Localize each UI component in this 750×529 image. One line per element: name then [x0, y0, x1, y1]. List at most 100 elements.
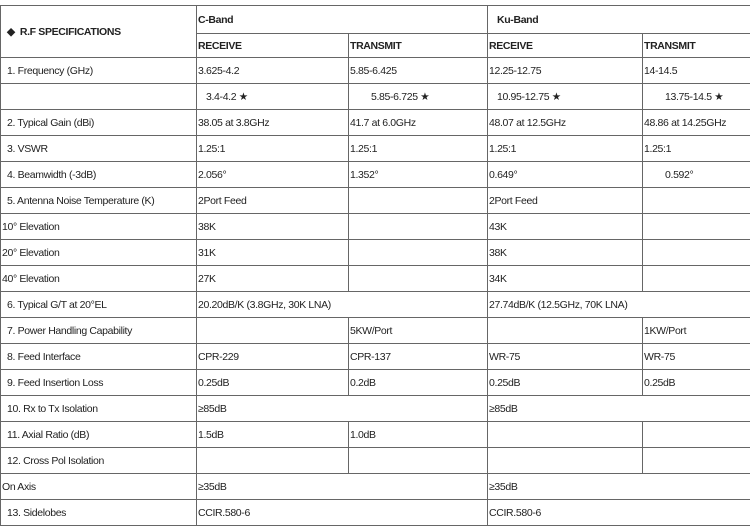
value-cell: 5.85-6.425	[347, 57, 489, 84]
value-cell: 38K	[196, 213, 349, 240]
table-row: On Axis ≥35dB ≥35dB	[0, 473, 750, 500]
value-cell: 48.07 at 12.5GHz	[487, 109, 644, 136]
ku-band-receive-header: RECEIVE	[487, 33, 644, 58]
table-row: 4. Beamwidth (-3dB) 2.056° 1.352° 0.649° 0.5…	[0, 161, 750, 188]
table-row: 9. Feed Insertion Loss 0.25dB 0.2dB 0.25dB 0…	[0, 369, 750, 396]
value-cell: 0.2dB	[347, 369, 489, 396]
diamond-bullet-icon: ◆	[7, 25, 15, 38]
row-label: 2. Typical Gain (dBi)	[0, 109, 197, 136]
value-cell: 43K	[487, 213, 644, 240]
table-row: 8. Feed Interface CPR-229 CPR-137 WR-75 WR-7…	[0, 343, 750, 370]
value-cell: 48.86 at 14.25GHz	[642, 109, 750, 136]
value-cell	[642, 265, 750, 292]
spanned-value-cell: CCIR.580-6	[195, 499, 489, 526]
table-row: 3.4-4.2 ★ 5.85-6.725 ★ 10.95-12.75 ★ 13.75-…	[0, 83, 750, 110]
spec-title: R.F SPECIFICATIONS	[19, 25, 121, 38]
c-band-receive-header: RECEIVE	[196, 33, 349, 58]
row-label: 3. VSWR	[0, 135, 197, 162]
value-cell	[347, 447, 489, 474]
value-cell: 1KW/Port	[642, 317, 750, 344]
row-label: 5. Antenna Noise Temperature (K)	[0, 187, 197, 214]
value-cell: 34K	[487, 265, 644, 292]
value-cell	[487, 447, 644, 474]
value-cell: 1.5dB	[196, 421, 349, 448]
value-cell: 1.352°	[347, 161, 489, 188]
value-cell: 0.25dB	[196, 369, 349, 396]
value-cell: 2Port Feed	[487, 187, 644, 214]
value-cell: 14-14.5	[642, 57, 750, 84]
value-cell	[347, 213, 489, 240]
value-cell: 3.4-4.2 ★	[196, 83, 349, 110]
value-cell: 38.05 at 3.8GHz	[196, 109, 349, 136]
value-cell: CPR-229	[196, 343, 349, 370]
value-cell: 1.25:1	[196, 135, 349, 162]
value-cell: 31K	[196, 239, 349, 266]
spanned-value-cell: ≥35dB	[487, 473, 750, 500]
row-label: 4. Beamwidth (-3dB)	[0, 161, 197, 188]
value-cell	[642, 213, 750, 240]
table-row: 7. Power Handling Capability 5KW/Port 1KW/…	[0, 317, 750, 344]
row-label: 10° Elevation	[0, 213, 197, 240]
header-row-direction: RECEIVE TRANSMIT RECEIVE TRANSMIT	[1, 33, 750, 58]
row-label: On Axis	[0, 473, 197, 500]
value-cell: 1.25:1	[487, 135, 644, 162]
value-cell: WR-75	[642, 343, 750, 370]
table-row: 13. Sidelobes CCIR.580-6 CCIR.580-6	[0, 499, 750, 526]
value-cell: 2Port Feed	[196, 187, 349, 214]
row-label: 9. Feed Insertion Loss	[0, 369, 197, 396]
value-cell	[196, 447, 349, 474]
spanned-value-cell: ≥85dB	[195, 395, 489, 422]
value-cell	[347, 239, 489, 266]
value-cell	[347, 265, 489, 292]
value-cell	[642, 447, 750, 474]
row-label: 11. Axial Ratio (dB)	[0, 421, 197, 448]
value-cell: 0.592°	[642, 161, 750, 188]
row-label: 10. Rx to Tx Isolation	[0, 395, 197, 422]
row-label: 40° Elevation	[0, 265, 197, 292]
table-row: 12. Cross Pol Isolation	[0, 447, 750, 474]
spec-title-cell: ◆ R.F SPECIFICATIONS	[0, 5, 197, 58]
value-cell: 1.25:1	[347, 135, 489, 162]
value-cell: 0.25dB	[487, 369, 644, 396]
table-row: 40° Elevation 27K 34K	[0, 265, 750, 292]
value-cell: 27K	[196, 265, 349, 292]
value-cell: 3.625-4.2	[196, 57, 349, 84]
value-cell	[487, 421, 644, 448]
value-cell	[196, 317, 349, 344]
value-cell: 12.25-12.75	[487, 57, 644, 84]
table-row: 20° Elevation 31K 38K	[0, 239, 750, 266]
header-row-bands: ◆ R.F SPECIFICATIONS C-Band Ku-Band	[0, 5, 750, 58]
value-cell	[487, 317, 644, 344]
value-cell: WR-75	[487, 343, 644, 370]
table-row: 10. Rx to Tx Isolation ≥85dB ≥85dB	[0, 395, 750, 422]
value-cell: 0.649°	[487, 161, 644, 188]
value-cell	[642, 421, 750, 448]
spanned-value-cell: 27.74dB/K (12.5GHz, 70K LNA)	[487, 291, 750, 318]
value-cell	[347, 187, 489, 214]
row-label: 6. Typical G/T at 20°EL	[0, 291, 197, 318]
row-label	[0, 83, 197, 110]
table-row: 2. Typical Gain (dBi) 38.05 at 3.8GHz 41.7…	[0, 109, 750, 136]
value-cell: 1.25:1	[642, 135, 750, 162]
value-cell: 5.85-6.725 ★	[347, 83, 489, 110]
table-row: 1. Frequency (GHz) 3.625-4.2 5.85-6.425 12.…	[0, 57, 750, 84]
row-label: 13. Sidelobes	[0, 499, 197, 526]
spanned-value-cell: CCIR.580-6	[487, 499, 750, 526]
row-label: 20° Elevation	[0, 239, 197, 266]
value-cell: 5KW/Port	[347, 317, 489, 344]
table-row: 3. VSWR 1.25:1 1.25:1 1.25:1 1.25:1	[0, 135, 750, 162]
spanned-value-cell: ≥85dB	[487, 395, 750, 422]
rf-specifications-table: ◆ R.F SPECIFICATIONS C-Band Ku-Band RECE…	[0, 5, 750, 526]
spanned-value-cell: 20.20dB/K (3.8GHz, 30K LNA)	[195, 291, 489, 318]
value-cell: 38K	[487, 239, 644, 266]
row-label: 7. Power Handling Capability	[0, 317, 197, 344]
ku-band-transmit-header: TRANSMIT	[642, 33, 750, 58]
row-label: 8. Feed Interface	[0, 343, 197, 370]
c-band-header: C-Band	[195, 5, 489, 34]
value-cell: 2.056°	[196, 161, 349, 188]
value-cell: 10.95-12.75 ★	[487, 83, 644, 110]
value-cell	[642, 239, 750, 266]
table-row: 5. Antenna Noise Temperature (K) 2Port Fe…	[0, 187, 750, 214]
value-cell: 1.0dB	[347, 421, 489, 448]
spanned-value-cell: ≥35dB	[195, 473, 489, 500]
